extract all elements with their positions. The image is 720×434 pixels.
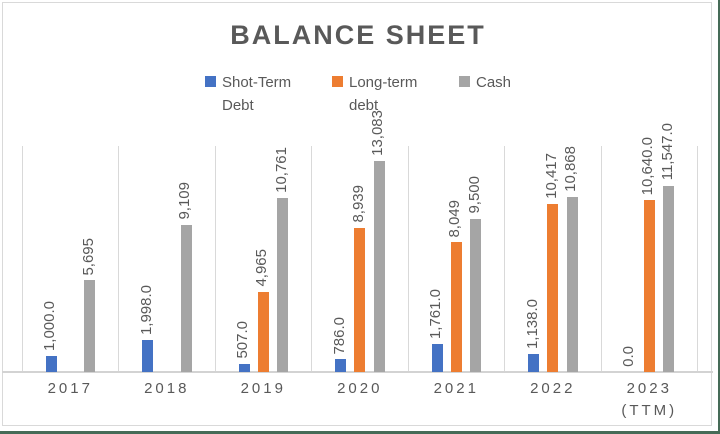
bar-shot-term-debt-2020 <box>335 359 346 372</box>
bar-shot-term-debt-2019 <box>238 363 250 372</box>
bar-cash-2019 <box>277 198 288 372</box>
data-label-long-term-debt-2019: 4,965 <box>253 249 271 287</box>
legend-item-cash: Cash <box>458 72 512 117</box>
bar-shot-term-debt-2017 <box>45 355 57 372</box>
chart-title: BALANCE SHEET <box>230 20 486 50</box>
bar-long-term-debt-2022 <box>547 203 559 372</box>
x-axis-label-2017: 2017 <box>47 380 93 397</box>
data-label-shot-term-debt-2019: 507.0 <box>234 321 251 359</box>
worksheet-edge-right <box>718 0 720 434</box>
x-axis-label-2021: 2021 <box>433 380 479 397</box>
data-label-shot-term-debt-2017: 1,000.0 <box>41 300 58 351</box>
legend-swatch-short-term-debt-icon <box>204 76 216 87</box>
x-axis-line <box>2 371 713 373</box>
data-label-long-term-debt-2022: 10,417 <box>542 152 560 199</box>
x-axis-label-2019: 2019 <box>240 380 286 397</box>
legend: Shot-Term Debt Long-term debt Cash <box>0 72 716 117</box>
data-label-shot-term-debt-2020: 786.0 <box>330 316 348 355</box>
legend-swatch-cash-icon <box>458 76 470 87</box>
data-label-cash-2023-ttm: 11,547.0 <box>658 123 676 181</box>
data-label-cash-2020: 13,083 <box>369 109 386 156</box>
data-label-cash-2021: 9,500 <box>465 176 483 214</box>
gridline-vertical <box>311 146 312 372</box>
bar-shot-term-debt-2018 <box>142 339 153 372</box>
bar-cash-2020 <box>373 160 385 372</box>
x-axis-label-2023-ttm: 2023 (TTM) <box>621 380 678 419</box>
data-label-cash-2022: 10,868 <box>562 145 579 192</box>
gridline-vertical <box>407 146 409 372</box>
gridline-vertical <box>600 146 602 372</box>
x-axis-label-2018: 2018 <box>144 380 190 397</box>
legend-label-short-term-debt: Shot-Term Debt <box>221 74 292 114</box>
bar-shot-term-debt-2022 <box>528 353 539 372</box>
data-label-cash-2018: 9,109 <box>176 182 193 220</box>
bar-long-term-debt-2020 <box>354 227 366 372</box>
data-label-long-term-debt-2020: 8,939 <box>349 185 367 223</box>
bar-long-term-debt-2023-ttm <box>643 200 655 372</box>
gridline-vertical <box>21 146 23 372</box>
data-label-shot-term-debt-2023-ttm: 0.0 <box>620 346 637 367</box>
bar-cash-2023-ttm <box>663 185 674 372</box>
legend-label-cash: Cash <box>475 74 512 91</box>
legend-label-long-term-debt: Long-term debt <box>348 74 418 114</box>
data-label-long-term-debt-2021: 8,049 <box>446 199 464 238</box>
gridline-vertical <box>504 146 505 372</box>
data-label-shot-term-debt-2021: 1,761.0 <box>427 288 444 339</box>
gridline-vertical <box>118 146 119 372</box>
data-label-shot-term-debt-2022: 1,138.0 <box>523 298 541 349</box>
bar-cash-2022 <box>566 196 578 372</box>
gridline-vertical <box>214 146 216 372</box>
data-label-shot-term-debt-2018: 1,998.0 <box>137 284 155 335</box>
bar-long-term-debt-2019 <box>257 291 269 372</box>
bar-cash-2018 <box>180 224 192 372</box>
gridline-vertical <box>697 146 698 372</box>
data-label-cash-2017: 5,695 <box>79 237 97 276</box>
worksheet-edge-bottom <box>0 431 720 434</box>
legend-swatch-long-term-debt-icon <box>331 76 343 87</box>
legend-item-long-term-debt: Long-term debt <box>331 72 429 117</box>
data-label-long-term-debt-2023-ttm: 10,640.0 <box>639 136 657 196</box>
bar-cash-2021 <box>470 218 481 372</box>
bar-shot-term-debt-2021 <box>431 343 443 372</box>
bar-cash-2017 <box>84 280 95 372</box>
x-axis-label-2020: 2020 <box>337 380 383 397</box>
data-label-cash-2019: 10,761 <box>272 147 290 194</box>
legend-item-short-term-debt: Shot-Term Debt <box>204 72 302 117</box>
bar-long-term-debt-2021 <box>450 242 462 372</box>
x-axis-label-2022: 2022 <box>530 380 576 397</box>
